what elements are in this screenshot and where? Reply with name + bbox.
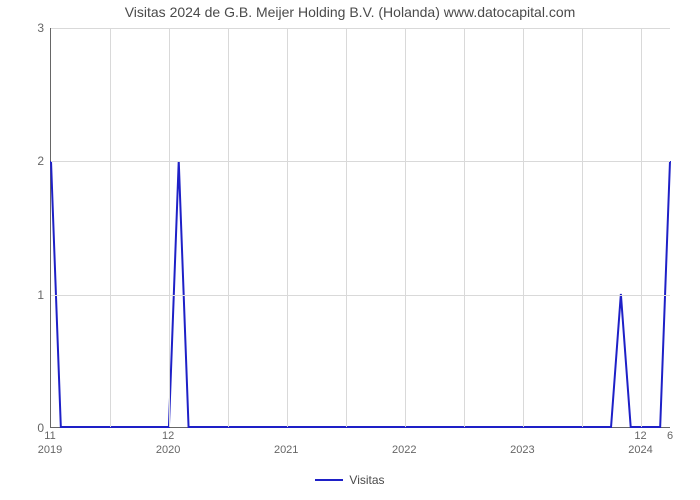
gridline-v [228, 28, 229, 427]
ytick-label: 3 [14, 21, 44, 35]
xtick-label: 2024 [628, 444, 652, 456]
ytick-label: 2 [14, 154, 44, 168]
gridline-h [51, 295, 670, 296]
xtick-label: 2021 [274, 444, 298, 456]
legend-label: Visitas [349, 473, 384, 487]
gridline-v [287, 28, 288, 427]
chart-title: Visitas 2024 de G.B. Meijer Holding B.V.… [0, 4, 700, 20]
x-value-label: 11 [44, 430, 55, 442]
gridline-h [51, 161, 670, 162]
gridline-v [169, 28, 170, 427]
gridline-v [523, 28, 524, 427]
x-value-label: 12 [634, 430, 646, 442]
xtick-label: 2019 [38, 444, 62, 456]
gridline-v [110, 28, 111, 427]
gridline-h [51, 28, 670, 29]
gridline-v [346, 28, 347, 427]
gridline-v [582, 28, 583, 427]
xtick-label: 2020 [156, 444, 180, 456]
xtick-label: 2023 [510, 444, 534, 456]
gridline-v [641, 28, 642, 427]
xtick-label: 2022 [392, 444, 416, 456]
legend-swatch [315, 479, 343, 481]
x-value-label: 6 [667, 430, 673, 442]
gridline-v [405, 28, 406, 427]
ytick-label: 1 [14, 288, 44, 302]
gridline-v [464, 28, 465, 427]
ytick-label: 0 [14, 421, 44, 435]
plot-area [50, 28, 670, 428]
line-series [51, 28, 670, 427]
x-value-label: 12 [162, 430, 174, 442]
legend: Visitas [0, 468, 700, 487]
